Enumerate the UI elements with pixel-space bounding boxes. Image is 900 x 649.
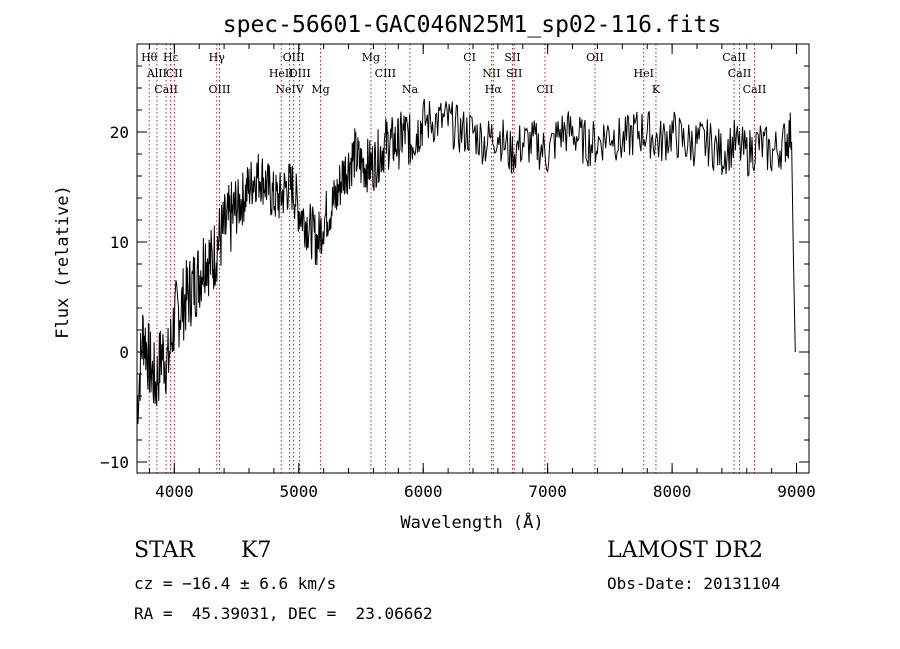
line-marker-label: OIII xyxy=(283,51,305,64)
obs-date-text: Obs-Date: 20131104 xyxy=(607,574,780,593)
y-tick-label: −10 xyxy=(100,453,129,472)
line-marker-label: OIII xyxy=(208,83,230,96)
line-marker-label: CaII xyxy=(722,51,746,64)
line-marker-label: CaII xyxy=(728,67,752,80)
line-marker-label: Hθ xyxy=(141,51,158,64)
line-marker-label: NeIV xyxy=(275,83,304,96)
line-marker-label: SII xyxy=(506,67,522,80)
line-marker-label: SII xyxy=(504,51,520,64)
line-marker-label: K xyxy=(652,83,661,96)
y-tick-label: 20 xyxy=(110,123,129,142)
flux-series xyxy=(137,99,795,424)
line-marker-label: Mg xyxy=(311,83,329,96)
line-marker-label: HeI xyxy=(634,67,654,80)
plot-area: HθAlIICaIIHεCIIOIIIHγHeIINeIVOIIIOIIIMgM… xyxy=(100,44,816,501)
x-tick-label: 8000 xyxy=(653,482,692,501)
x-tick-label: 5000 xyxy=(280,482,319,501)
x-axis-label: Wavelength (Å) xyxy=(400,511,543,533)
y-tick-label: 10 xyxy=(110,233,129,252)
line-marker-label: CaII xyxy=(743,83,767,96)
line-marker-label: OII xyxy=(586,51,604,64)
redshift-text: cz = −16.4 ± 6.6 km/s xyxy=(134,574,336,593)
line-marker-label: NII xyxy=(482,67,500,80)
x-tick-label: 9000 xyxy=(777,482,816,501)
line-marker-label: Mg xyxy=(362,51,380,64)
survey-label: LAMOST DR2 xyxy=(607,538,763,563)
x-tick-label: 4000 xyxy=(155,482,194,501)
line-marker-label: Na xyxy=(402,83,419,96)
coordinates-text: RA = 45.39031, DEC = 23.06662 xyxy=(134,604,433,623)
y-axis-label: Flux (relative) xyxy=(53,185,73,339)
class-label: STAR xyxy=(134,538,195,563)
line-marker-label: Hα xyxy=(485,83,503,96)
line-marker-label: CII xyxy=(166,67,183,80)
line-marker-label: OIII xyxy=(289,67,311,80)
chart-title: spec-56601-GAC046N25M1_sp02-116.fits xyxy=(223,12,722,38)
line-marker-label: CII xyxy=(536,83,553,96)
plot-frame xyxy=(137,44,809,473)
line-marker-label: Hγ xyxy=(209,51,226,64)
line-marker-label: CIII xyxy=(375,67,396,80)
line-marker-label: AlII xyxy=(146,67,167,80)
line-marker-label: Hε xyxy=(163,51,179,64)
subclass-label: K7 xyxy=(241,538,271,563)
line-marker-label: CI xyxy=(463,51,476,64)
x-tick-label: 6000 xyxy=(404,482,443,501)
x-tick-label: 7000 xyxy=(528,482,567,501)
y-tick-label: 0 xyxy=(119,343,129,362)
